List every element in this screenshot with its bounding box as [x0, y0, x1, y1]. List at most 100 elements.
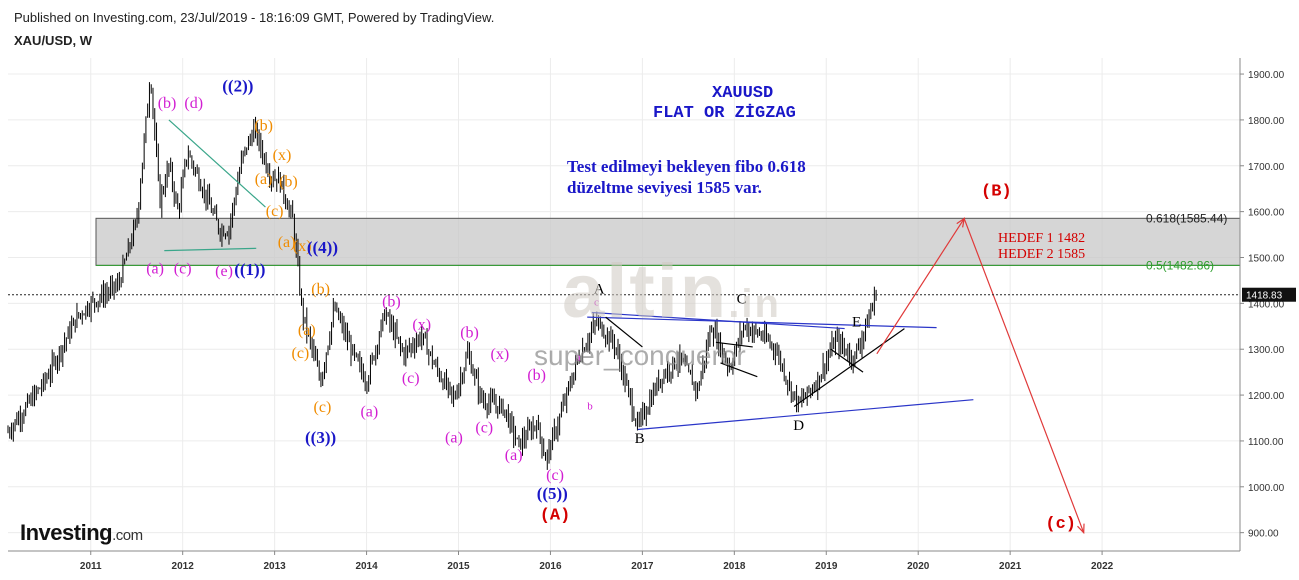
- investing-logo: Investing.com: [20, 520, 143, 545]
- y-tick-label: 1800.00: [1248, 116, 1285, 127]
- wave-label: (a): [146, 261, 164, 278]
- wave-label: ((1)): [234, 260, 265, 279]
- x-tick-label: 2020: [907, 561, 930, 572]
- y-tick-label: 1100.00: [1248, 437, 1284, 448]
- wave-label: (b): [158, 95, 177, 112]
- last-price-label: 1418.83: [1246, 291, 1283, 302]
- chart-title-line1: XAUUSD: [712, 84, 774, 103]
- wave-label: A: [594, 281, 605, 297]
- y-tick-label: 1300.00: [1248, 345, 1285, 356]
- trendline-black: [793, 328, 905, 408]
- x-tick-label: 2013: [264, 561, 287, 572]
- wave-label: (b): [311, 281, 330, 298]
- wave-label: a: [576, 352, 581, 364]
- forecast-arrow-down: [1077, 523, 1085, 535]
- wave-label: (c): [546, 467, 564, 484]
- trendlines: [164, 119, 974, 431]
- wave-label: (e): [215, 263, 233, 280]
- watermark-username: super_conqueror: [534, 340, 746, 371]
- watermark-altin: altin.in: [562, 249, 781, 334]
- y-tick-label: 1900.00: [1248, 70, 1285, 81]
- wave-label: (A): [540, 506, 571, 525]
- y-tick-label: 1000.00: [1248, 483, 1285, 494]
- x-tick-label: 2017: [631, 561, 654, 572]
- wave-label: (a): [278, 234, 296, 251]
- x-tick-label: 2012: [172, 561, 195, 572]
- x-tick-label: 2011: [80, 561, 102, 572]
- y-tick-label: 1600.00: [1248, 208, 1285, 219]
- note-line1: Test edilmeyi bekleyen fibo 0.618: [567, 157, 806, 176]
- wave-label: (c): [1045, 515, 1076, 534]
- wave-label: (b): [382, 294, 401, 311]
- wave-label: (c): [402, 370, 420, 387]
- price-candles: [7, 82, 877, 470]
- note-line2: düzeltme seviyesi 1585 var.: [567, 178, 762, 197]
- trendline-black: [715, 341, 753, 348]
- wave-label: (b): [254, 117, 273, 134]
- wave-label: (b): [527, 367, 546, 384]
- x-tick-label: 2016: [539, 561, 562, 572]
- wave-label: (a): [360, 404, 378, 421]
- y-tick-label: 900.00: [1248, 529, 1279, 540]
- x-tick-label: 2022: [1091, 561, 1114, 572]
- trendline-blue: [587, 316, 937, 329]
- wave-label: (a): [445, 429, 463, 446]
- wave-label: b: [587, 401, 593, 413]
- trendline-blue: [637, 399, 974, 431]
- trendline-black: [605, 316, 643, 348]
- wave-label: D: [793, 418, 804, 434]
- chart-grid: [8, 58, 1240, 551]
- wave-label: (b): [460, 324, 479, 341]
- wave-label: (c): [475, 420, 493, 437]
- wave-label: (B): [981, 183, 1012, 202]
- forecast-path: [876, 217, 1085, 535]
- target-line2: HEDEF 2 1585: [998, 247, 1086, 262]
- x-tick-label: 2018: [723, 561, 746, 572]
- last-price-box: [1242, 287, 1296, 302]
- x-tick-label: 2021: [999, 561, 1022, 572]
- wave-labels: (b) (d)((2))(b)(x)(a) (b)(c)(a)(x)((4))(a)…: [146, 76, 1076, 534]
- fib-label: 0.618(1585.44): [1146, 211, 1227, 225]
- wave-label: (a): [255, 171, 273, 188]
- x-tick-label: 2019: [815, 561, 838, 572]
- wave-label: ((5)): [537, 484, 568, 503]
- wave-label: (c): [266, 203, 284, 220]
- symbol-label: XAU/USD, W: [14, 33, 92, 48]
- wave-label: (x): [412, 316, 431, 333]
- wave-label: ((3)): [305, 428, 336, 447]
- y-tick-label: 1400.00: [1248, 299, 1285, 310]
- wave-label: ((2)): [222, 76, 253, 95]
- wave-label: E: [852, 314, 861, 330]
- trendline-green: [168, 119, 266, 208]
- wave-label: (x): [491, 346, 510, 363]
- wave-label: c: [594, 297, 599, 309]
- trendline-green: [164, 247, 257, 252]
- chart-axes: 900.00 1000.00 1100.00 1200.00 1300.00 1400.0…: [8, 58, 1296, 572]
- wave-label: (x): [293, 238, 312, 255]
- fib-label: 0.5(1482.86): [1146, 258, 1214, 272]
- fib-zone: 0.618(1585.44) 0.5(1482.86): [95, 211, 1241, 272]
- published-caption: Published on Investing.com, 23/Jul/2019 …: [14, 10, 495, 25]
- wave-label: (b): [279, 173, 298, 190]
- trendline-black: [720, 362, 758, 378]
- y-tick-label: 1500.00: [1248, 253, 1285, 264]
- wave-label: (a): [298, 322, 316, 339]
- wave-label: C: [737, 291, 747, 307]
- x-tick-label: 2014: [355, 561, 378, 572]
- wave-label: (d): [184, 95, 203, 112]
- wave-label: ((4)): [307, 238, 338, 257]
- wave-label: (c): [314, 399, 332, 416]
- wave-label: (c): [291, 345, 309, 362]
- chart-title-line2: FLAT OR ZİGZAG: [653, 104, 796, 123]
- wave-label: (x): [273, 147, 292, 164]
- y-tick-label: 1700.00: [1248, 162, 1285, 173]
- forecast-arrow-up: [956, 217, 966, 228]
- y-tick-label: 1200.00: [1248, 391, 1285, 402]
- x-tick-label: 2015: [447, 561, 470, 572]
- wave-label: B: [635, 431, 645, 447]
- wave-label: (c): [174, 261, 192, 278]
- fib-zone-rect: [95, 217, 1241, 266]
- wave-label: (a): [505, 447, 523, 464]
- target-line1: HEDEF 1 1482: [998, 231, 1086, 246]
